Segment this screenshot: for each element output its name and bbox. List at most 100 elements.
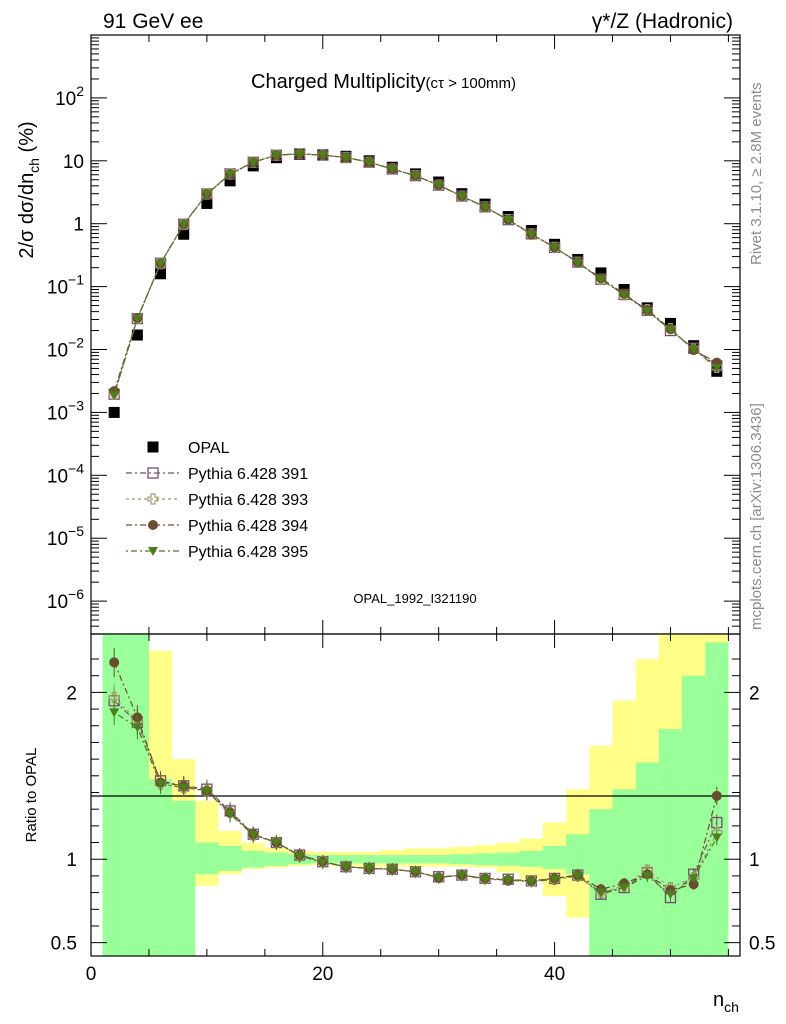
main-plot: 10−6 10−5 10−4 10−3 10−2 10−1 1 10 102 Charged M… [47,34,741,635]
y-tick-label: 10−6 [47,586,84,613]
uncertainty-band [542,845,567,870]
data-point [688,344,699,354]
ratio-point [364,864,375,874]
legend-marker [148,520,158,530]
plot-title-cut: (cτ > 100mm) [426,75,517,92]
y-axis-title-sub: ch [26,158,42,173]
data-point [503,215,514,225]
legend-label: Pythia 6.428 391 [188,466,308,483]
ratio-point [317,858,328,868]
main-axis-ticks: 10−6 10−5 10−4 10−3 10−2 10−1 1 10 102 [47,35,740,635]
x-tick-label: 0 [86,964,97,985]
ratio-point [480,875,491,885]
ratio-y-tick-label: 1 [66,850,77,871]
y-axis-title-unit: (%) [16,121,38,158]
data-point [317,151,328,161]
series-pythia-6-428-391 [108,148,723,400]
uncertainty-band [519,850,543,867]
y-tick-label: 102 [55,83,84,110]
series-opal [108,148,723,418]
ratio-point [619,883,630,893]
ratio-point [595,888,606,898]
ratio-point [225,810,236,820]
data-point [294,149,305,159]
plot-title: Charged Multiplicity(cτ > 100mm) [251,71,516,93]
data-point [642,306,653,316]
series-pythia-6-428-395 [109,149,722,401]
uncertainty-band [589,809,613,956]
y-tick-label: 10 [63,152,84,173]
uncertainty-band [241,850,265,868]
data-point [155,268,167,280]
plot-title-main: Charged Multiplicity [251,71,426,93]
legend-marker [147,467,159,479]
ratio-point [433,873,444,883]
legend-label: OPAL [188,440,230,457]
data-point [225,170,236,180]
data-point [201,190,212,200]
ratio-bands [102,634,729,956]
data-point [109,391,120,401]
ratio-point [155,780,166,790]
data-point [619,290,630,300]
ratio-point [340,862,351,872]
header-right: γ*/Z (Hadronic) [592,10,733,33]
uncertainty-band [357,855,381,864]
uncertainty-band [682,675,706,956]
data-point [201,197,213,209]
data-point [595,275,606,285]
y-axis-title: 2/σ dσ/dnch (%) [16,121,42,258]
ratio-y-tick-label-right: 0.5 [749,934,775,955]
data-point [480,203,491,213]
analysis-id: OPAL_1992_I321190 [353,591,476,606]
uncertainty-band [172,800,196,956]
ratio-plot: 0.5 0.51 12 20 20 40 [51,633,775,985]
ratio-y-tick-label-right: 1 [749,850,760,871]
ratio-point [132,723,143,733]
uncertainty-band [334,855,358,864]
ratio-point [109,708,120,718]
data-point [456,192,467,202]
y-tick-label: 10−2 [47,335,84,362]
ratio-line [113,711,718,896]
ratio-point [572,871,583,881]
uncertainty-band [496,852,520,866]
ratio-point [410,867,421,877]
ratio-point [526,877,537,887]
y-tick-label: 10−5 [47,523,84,550]
uncertainty-band [658,729,683,956]
data-point [248,158,259,168]
ratio-plot-frame [90,633,741,957]
data-point [572,258,583,268]
x-axis-title-sub: ch [724,999,739,1015]
ratio-point [109,657,120,668]
uncertainty-band [218,845,242,871]
side-mcplots: mcplots.cern.ch [arXiv:1306.3436] [748,403,765,630]
uncertainty-band [450,854,474,865]
ratio-point [688,874,699,884]
ratio-y-tick-label-right: 2 [749,683,760,704]
data-point [108,406,120,418]
series-pythia-6-428-394 [109,148,722,397]
ratio-point [271,838,282,848]
data-point [410,171,421,181]
ratio-y-tick-label: 2 [66,683,77,704]
data-point [526,230,537,240]
y-tick-label: 1 [73,215,84,236]
data-point [595,267,607,279]
series-line [113,153,718,396]
uncertainty-band [102,634,126,956]
x-tick-label: 20 [312,964,333,985]
y-tick-label: 10−4 [47,460,84,487]
ratio-point [387,865,398,875]
data-point [178,220,189,230]
x-axis-title-main: n [713,989,724,1011]
ratio-point [294,851,305,861]
header-left: 91 GeV ee [103,10,203,33]
legend: OPAL Pythia 6.428 391 Pythia 6.428 393 Pyth… [126,440,308,561]
data-point [665,325,676,335]
data-point [433,181,444,191]
uncertainty-band [195,842,219,875]
data-point [387,165,398,175]
